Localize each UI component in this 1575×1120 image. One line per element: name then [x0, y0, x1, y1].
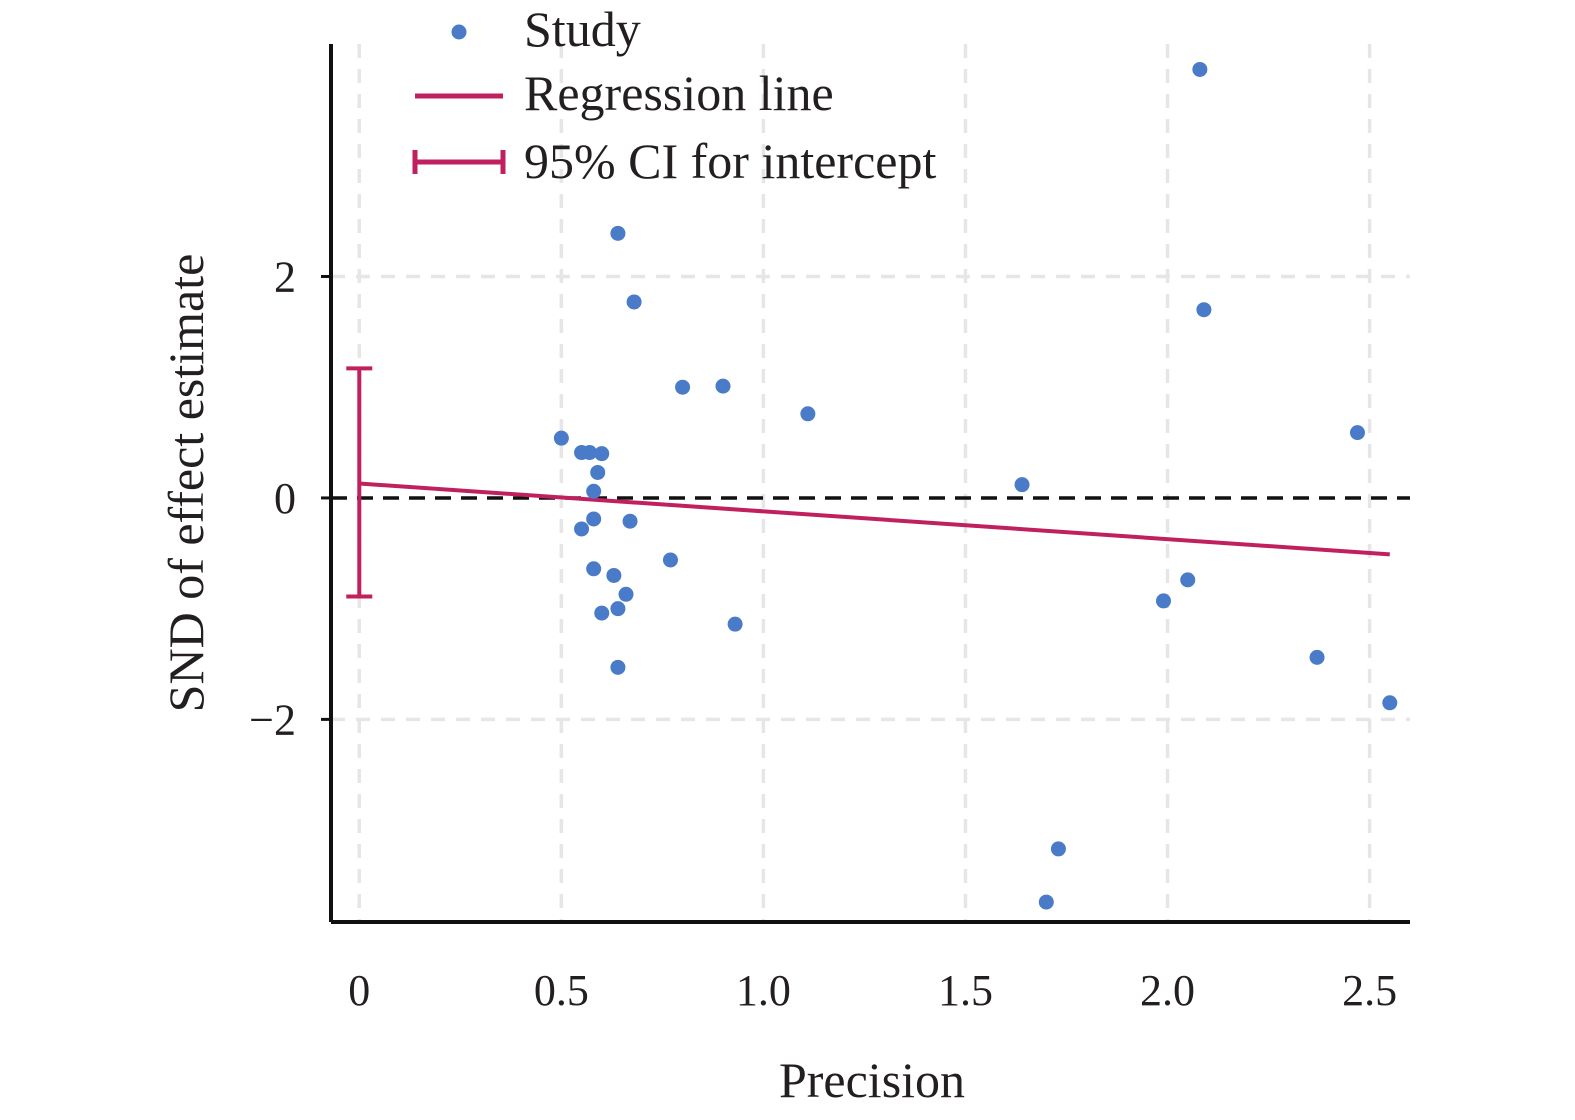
legend-ci-marker: [412, 150, 506, 174]
study-point: [586, 483, 602, 499]
study-point: [622, 513, 638, 529]
study-point: [553, 430, 569, 446]
study-point: [590, 464, 606, 480]
x-tick-label: 0: [348, 966, 370, 1015]
study-point: [626, 294, 642, 310]
study-point: [586, 561, 602, 577]
study-point: [1014, 477, 1030, 493]
legend-regression-label: Regression line: [524, 65, 834, 121]
study-point: [1309, 649, 1325, 665]
x-tick-label: 1.5: [938, 966, 993, 1015]
study-point: [582, 445, 598, 461]
x-tick-label: 2.0: [1140, 966, 1195, 1015]
study-point: [1192, 61, 1208, 77]
study-points: [553, 61, 1398, 910]
study-point: [610, 601, 626, 617]
study-point: [1180, 572, 1196, 588]
study-point: [1382, 695, 1398, 711]
grid-lines: [331, 44, 1410, 922]
study-point: [606, 567, 622, 583]
y-tick-label: 0: [274, 474, 296, 523]
study-point: [574, 521, 590, 537]
study-point: [586, 511, 602, 527]
x-tick-label: 1.0: [736, 966, 791, 1015]
legend-study-marker: [451, 24, 467, 40]
study-point: [594, 446, 610, 462]
axes: 0 0.5 1.0 1.5 2.0 2.5 2 0 −2: [249, 44, 1410, 1015]
x-tick-label: 2.5: [1342, 966, 1397, 1015]
study-point: [675, 379, 691, 395]
study-point: [618, 586, 634, 602]
study-point: [1155, 593, 1171, 609]
study-point: [610, 225, 626, 241]
study-point: [1050, 841, 1066, 857]
x-axis-title: Precision: [779, 1052, 965, 1108]
study-point: [1349, 425, 1365, 441]
y-tick-label: 2: [274, 253, 296, 302]
y-axis-title: SND of effect estimate: [158, 254, 214, 713]
x-tick-label: 0.5: [534, 966, 589, 1015]
legend-study-label: Study: [524, 1, 641, 57]
regression-line: [359, 481, 1390, 557]
study-point: [610, 659, 626, 675]
regression-layer: [331, 366, 1410, 599]
legend-ci-label: 95% CI for intercept: [524, 133, 936, 189]
study-point: [1196, 302, 1212, 318]
study-point: [800, 406, 816, 422]
study-point: [662, 552, 678, 568]
study-point: [715, 378, 731, 394]
study-point: [594, 605, 610, 621]
legend: Study Regression line 95% CI for interce…: [412, 1, 936, 189]
study-point: [727, 616, 743, 632]
study-point: [1038, 894, 1054, 910]
y-tick-label: −2: [249, 695, 296, 744]
